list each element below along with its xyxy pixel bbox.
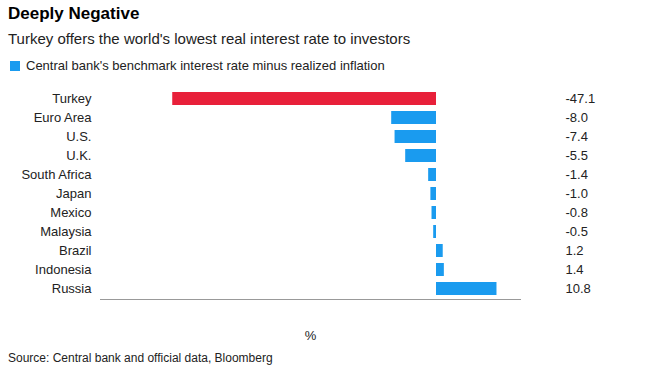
svg-text:Mexico: Mexico	[50, 205, 91, 220]
svg-text:Japan: Japan	[56, 186, 91, 201]
svg-text:Turkey: Turkey	[52, 91, 92, 106]
html-text:Deeply Negative: Deeply Negative	[8, 4, 140, 23]
svg-text:-5.5: -5.5	[566, 148, 588, 163]
svg-text:1.2: 1.2	[566, 243, 584, 258]
html-text:Source: Central bank and offic: Source: Central bank and official data, …	[8, 351, 273, 365]
svg-text:Malaysia: Malaysia	[40, 224, 92, 239]
svg-text:-1.4: -1.4	[566, 167, 588, 182]
svg-text:%: %	[305, 328, 317, 343]
svg-text:10.8: 10.8	[566, 281, 591, 296]
svg-text:-8.0: -8.0	[566, 110, 588, 125]
svg-text:-1.0: -1.0	[566, 186, 588, 201]
svg-text:-0.5: -0.5	[566, 224, 588, 239]
html-text:Central bank's benchmark inter: Central bank's benchmark interest rate m…	[26, 58, 385, 73]
svg-text:South Africa: South Africa	[21, 167, 92, 182]
svg-text:-0.8: -0.8	[566, 205, 588, 220]
svg-text:U.S.: U.S.	[66, 129, 91, 144]
svg-text:Brazil: Brazil	[59, 243, 92, 258]
svg-text:1.4: 1.4	[566, 262, 584, 277]
svg-text:-47.1: -47.1	[566, 91, 596, 106]
svg-text:U.K.: U.K.	[66, 148, 91, 163]
svg-text:Indonesia: Indonesia	[35, 262, 92, 277]
svg-text:-7.4: -7.4	[566, 129, 588, 144]
svg-text:Euro Area: Euro Area	[34, 110, 93, 125]
html-text:Turkey offers the world's lowe: Turkey offers the world's lowest real in…	[8, 30, 411, 47]
svg-text:Russia: Russia	[52, 281, 93, 296]
